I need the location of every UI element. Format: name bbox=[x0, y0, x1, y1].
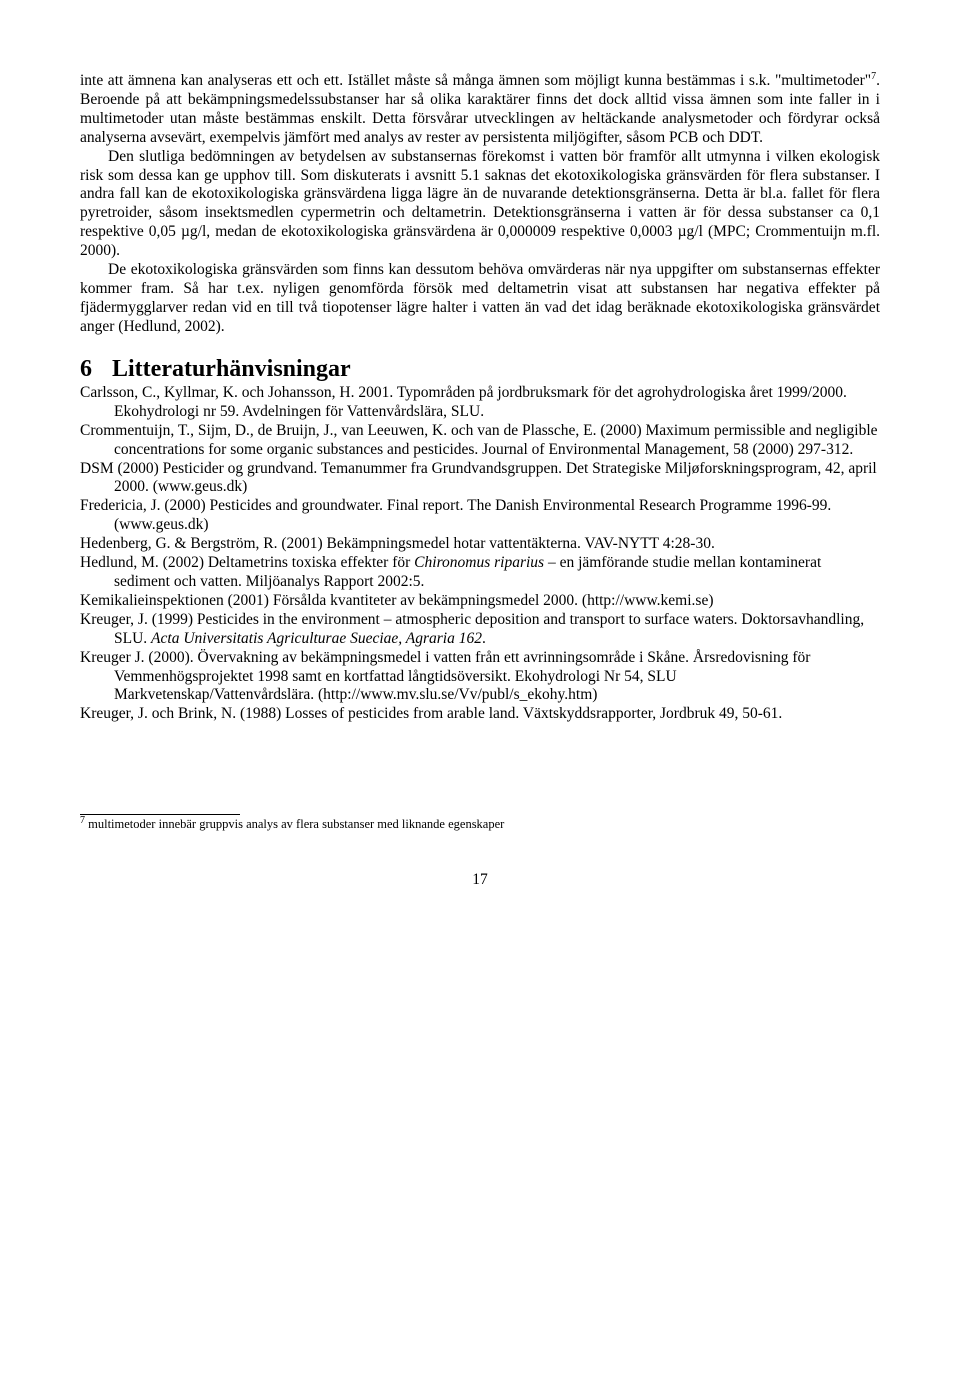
paragraph-1: inte att ämnena kan analyseras ett och e… bbox=[80, 72, 880, 148]
reference-item: Kreuger J. (2000). Övervakning av bekämp… bbox=[80, 649, 880, 706]
footnote-separator bbox=[80, 814, 240, 815]
section-6-heading: 6Litteraturhänvisningar bbox=[80, 355, 880, 384]
p1-text: inte att ämnena kan analyseras ett och e… bbox=[80, 72, 871, 89]
ref-kreuger99-post: . bbox=[482, 630, 486, 647]
section-6-number: 6 bbox=[80, 355, 112, 384]
reference-item: DSM (2000) Pesticider og grundvand. Tema… bbox=[80, 460, 880, 498]
reference-item: Kemikalieinspektionen (2001) Försålda kv… bbox=[80, 592, 880, 611]
paragraph-3: De ekotoxikologiska gränsvärden som finn… bbox=[80, 261, 880, 337]
reference-item: Fredericia, J. (2000) Pesticides and gro… bbox=[80, 497, 880, 535]
paragraph-2: Den slutliga bedömningen av betydelsen a… bbox=[80, 148, 880, 261]
ref-hedlund-pre: Hedlund, M. (2002) Deltametrins toxiska … bbox=[80, 554, 414, 571]
footnote-text: multimetoder innebär gruppvis analys av … bbox=[85, 817, 504, 831]
section-6-title: Litteraturhänvisningar bbox=[112, 356, 351, 382]
reference-item: Crommentuijn, T., Sijm, D., de Bruijn, J… bbox=[80, 422, 880, 460]
ref-hedlund-italic: Chironomus riparius bbox=[414, 554, 544, 571]
reference-item: Carlsson, C., Kyllmar, K. och Johansson,… bbox=[80, 384, 880, 422]
reference-item: Hedlund, M. (2002) Deltametrins toxiska … bbox=[80, 554, 880, 592]
page-number: 17 bbox=[80, 871, 880, 890]
ref-kreuger99-italic: Acta Universitatis Agriculturae Sueciae,… bbox=[151, 630, 482, 647]
reference-item: Kreuger, J. (1999) Pesticides in the env… bbox=[80, 611, 880, 649]
footnote-7: 7 multimetoder innebär gruppvis analys a… bbox=[80, 817, 880, 832]
reference-item: Kreuger, J. och Brink, N. (1988) Losses … bbox=[80, 705, 880, 724]
reference-item: Hedenberg, G. & Bergström, R. (2001) Bek… bbox=[80, 535, 880, 554]
